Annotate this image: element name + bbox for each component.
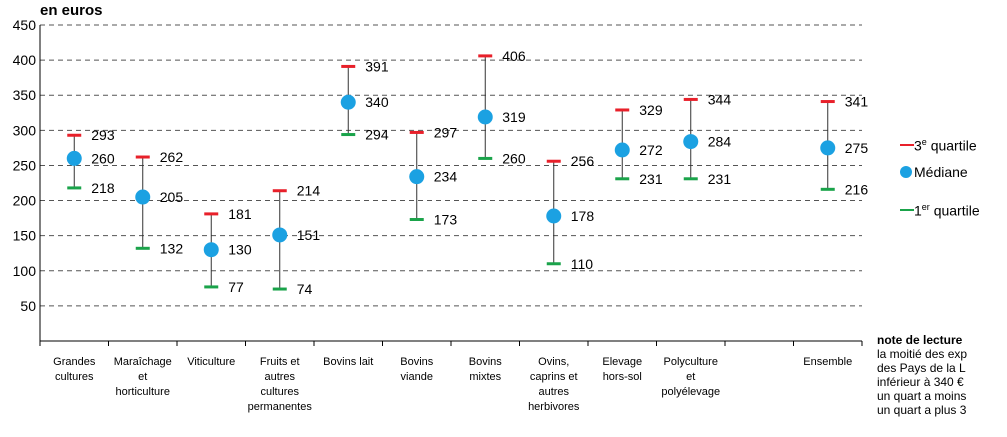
q3-value-label: 329 [639, 102, 663, 118]
q1-value-label: 231 [708, 171, 732, 187]
category-label: Bovins [469, 356, 503, 368]
median-value-label: 340 [365, 94, 389, 110]
category-label: et [138, 371, 147, 383]
category-label: Grandes [53, 356, 96, 368]
category-label: cultures [55, 371, 94, 383]
legend-median-text: Médiane [914, 164, 968, 180]
q3-value-label: 297 [434, 124, 458, 140]
q3-value-label: 256 [571, 153, 595, 169]
q1-value-label: 132 [160, 240, 184, 256]
median-dot [67, 151, 82, 166]
median-value-label: 272 [639, 142, 663, 158]
category-label: Bovins [400, 356, 434, 368]
median-value-label: 284 [708, 134, 732, 150]
note-line: des Pays de la L [877, 361, 967, 375]
q3-value-label: 344 [708, 91, 732, 107]
category-label: Maraîchage [114, 356, 172, 368]
legend-q3-marker [900, 144, 914, 146]
median-value-label: 130 [228, 242, 252, 258]
category-label: herbivores [528, 401, 580, 413]
category-label: Ensemble [803, 356, 852, 368]
y-tick-label: 350 [13, 87, 37, 103]
reading-note: note de lecture la moitié des exp des Pa… [877, 333, 967, 417]
category-label: Ovins, [538, 356, 569, 368]
q1-value-label: 173 [434, 212, 458, 228]
q1-value-label: 294 [365, 127, 389, 143]
q1-value-label: 218 [91, 180, 115, 196]
q1-value-label: 110 [571, 256, 594, 272]
legend-item-median: Médiane [900, 163, 968, 181]
median-dot [204, 242, 219, 257]
y-tick-label: 150 [13, 228, 37, 244]
median-dot [683, 134, 698, 149]
y-tick-label: 450 [13, 17, 37, 33]
category-label: cultures [260, 386, 299, 398]
category-label: et [686, 371, 695, 383]
median-value-label: 178 [571, 208, 595, 224]
note-title: note de lecture [877, 333, 967, 347]
category-label: autres [264, 371, 295, 383]
y-tick-label: 200 [13, 193, 37, 209]
note-line: inférieur à 340 € [877, 375, 967, 389]
q1-value-label: 260 [502, 150, 526, 166]
median-value-label: 205 [160, 189, 184, 205]
median-value-label: 234 [434, 169, 458, 185]
q3-value-label: 262 [160, 149, 184, 165]
q3-value-label: 341 [845, 94, 869, 110]
category-label: polyélevage [661, 386, 720, 398]
median-value-label: 260 [91, 150, 115, 166]
category-label: viande [401, 371, 433, 383]
q3-value-label: 181 [228, 206, 252, 222]
median-dot [272, 227, 287, 242]
y-tick-label: 300 [13, 122, 37, 138]
category-label: Elevage [602, 356, 642, 368]
note-line: la moitié des exp [877, 347, 967, 361]
median-value-label: 275 [845, 140, 869, 156]
q1-value-label: 77 [228, 279, 244, 295]
legend-median-marker [900, 166, 912, 178]
legend-item-q3: 3e quartile [900, 136, 977, 154]
category-label: Bovins lait [323, 356, 373, 368]
y-tick-label: 50 [20, 298, 36, 314]
q1-value-label: 231 [639, 171, 663, 187]
note-line: un quart a plus 3 [877, 403, 967, 417]
median-dot [615, 142, 630, 157]
y-tick-label: 250 [13, 157, 37, 173]
y-tick-label: 400 [13, 52, 37, 68]
median-dot [546, 209, 561, 224]
median-dot [820, 140, 835, 155]
category-label: mixtes [469, 371, 501, 383]
median-dot [409, 169, 424, 184]
median-value-label: 151 [297, 227, 321, 243]
legend-q1-marker [900, 209, 914, 211]
category-label: autres [538, 386, 569, 398]
median-dot [478, 109, 493, 124]
note-line: un quart a moins [877, 389, 967, 403]
median-value-label: 319 [502, 109, 526, 125]
legend-item-q1: 1er quartile [900, 201, 980, 219]
q1-value-label: 216 [845, 181, 869, 197]
category-label: hors-sol [603, 371, 642, 383]
legend-q1-text: 1er quartile [914, 202, 980, 219]
category-label: Polyculture [664, 356, 718, 368]
category-label: horticulture [116, 386, 170, 398]
q3-value-label: 391 [365, 58, 389, 74]
median-dot [135, 190, 150, 205]
q1-value-label: 74 [297, 281, 313, 297]
y-tick-label: 100 [13, 263, 37, 279]
legend-q3-text: 3e quartile [914, 137, 977, 154]
q3-value-label: 214 [297, 183, 321, 199]
category-label: permanentes [248, 401, 313, 413]
category-label: Viticulture [187, 356, 235, 368]
category-label: caprins et [530, 371, 578, 383]
median-dot [341, 95, 356, 110]
q3-value-label: 406 [502, 48, 526, 64]
category-label: Fruits et [260, 356, 300, 368]
q3-value-label: 293 [91, 127, 115, 143]
